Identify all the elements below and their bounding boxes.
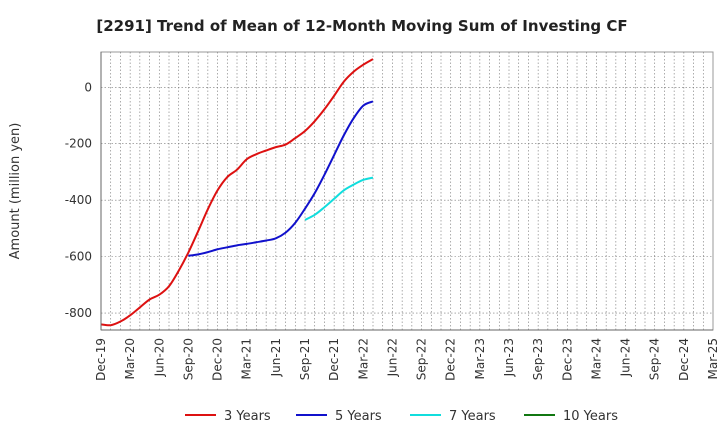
x-tick-label: Sep-21: [298, 338, 312, 380]
y-axis-label: Amount (million yen): [8, 123, 23, 260]
legend-label-5-years: 5 Years: [335, 409, 382, 424]
y-tick-label: -200: [65, 137, 92, 151]
legend-label-10-years: 10 Years: [563, 409, 618, 424]
y-tick-label: -400: [65, 193, 92, 207]
chart-title: [2291] Trend of Mean of 12-Month Moving …: [96, 17, 627, 35]
x-tick-label: Sep-22: [415, 338, 429, 380]
axes: [100, 52, 713, 331]
x-tick-label: Mar-22: [356, 338, 370, 379]
x-tick-label: Sep-23: [531, 338, 545, 380]
x-tick-label: Jun-24: [619, 338, 633, 377]
x-tick-label: Dec-20: [211, 338, 225, 381]
x-tick-label: Sep-20: [181, 338, 195, 380]
x-tick-label: Mar-23: [473, 338, 487, 379]
x-tick-label: Mar-20: [123, 338, 137, 379]
series-line-5-years: [188, 100, 374, 257]
x-tick-label: Dec-22: [444, 338, 458, 381]
x-tick-label: Sep-24: [648, 338, 662, 380]
x-tick-label: Jun-23: [502, 338, 516, 377]
legend-label-3-years: 3 Years: [224, 409, 271, 424]
x-tick-label: Jun-20: [152, 338, 166, 377]
x-tick-label: Mar-21: [240, 338, 254, 379]
x-tick-label: Dec-19: [94, 338, 108, 381]
legend: 3 Years 5 Years 7 Years 10 Years: [185, 409, 618, 424]
plot-area: [100, 51, 714, 331]
x-tick-label: Dec-24: [677, 338, 691, 381]
x-tick-label: Mar-24: [589, 338, 603, 379]
x-tick-label: Jun-22: [385, 338, 399, 377]
series-lines: [100, 58, 374, 327]
x-tick-label: Mar-25: [706, 338, 720, 379]
y-tick-label: -800: [65, 306, 92, 320]
y-tick-label: 0: [84, 80, 92, 94]
y-tick-labels: 0 -200 -400 -600 -800: [65, 80, 92, 320]
legend-label-7-years: 7 Years: [449, 409, 496, 424]
x-tick-labels: Dec-19 Mar-20 Jun-20 Sep-20 Dec-20 Mar-21 Jun-…: [94, 338, 720, 381]
series-line-3-years: [100, 58, 374, 327]
x-tick-label: Jun-21: [269, 338, 283, 377]
plot-border: [100, 51, 714, 331]
y-tick-label: -600: [65, 250, 92, 264]
grid: [101, 52, 713, 330]
x-tick-label: Dec-23: [560, 338, 574, 381]
series-line-7-years: [304, 176, 374, 221]
x-tick-label: Dec-21: [327, 338, 341, 381]
